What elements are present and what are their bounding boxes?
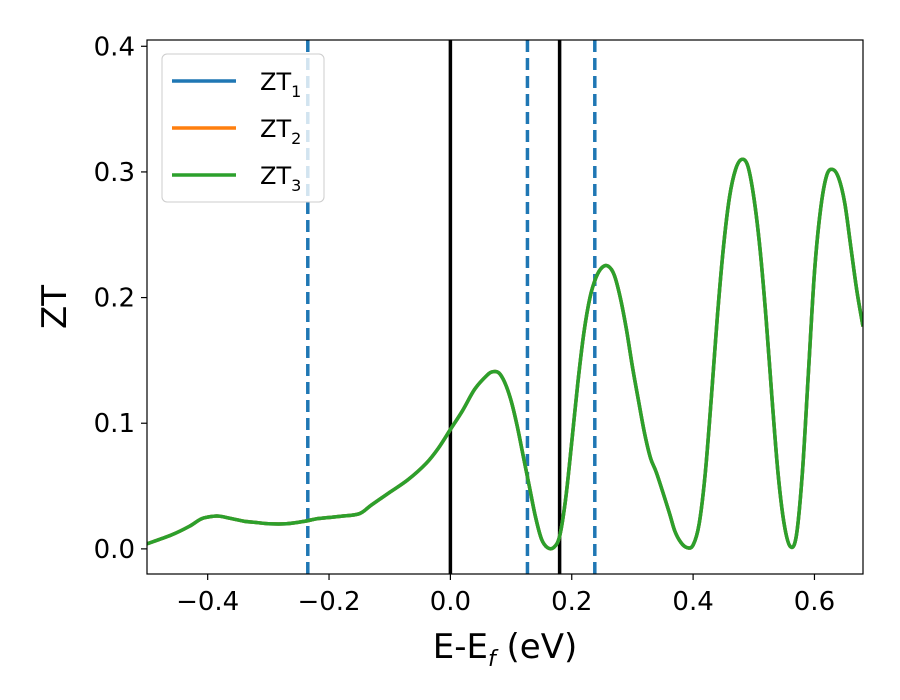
legend-label-zt2: ZT2 bbox=[260, 115, 301, 148]
plot-frame bbox=[146, 39, 864, 575]
y-tick-label: 0.3 bbox=[94, 158, 135, 188]
y-axis-label: ZT bbox=[35, 285, 75, 329]
y-tick-label: 0.4 bbox=[94, 32, 135, 62]
x-axis-ticks: −0.4 −0.2 0.0 0.2 0.4 0.6 bbox=[176, 574, 835, 617]
legend: ZT1 ZT2 ZT3 bbox=[161, 53, 325, 203]
vertical-reference-lines bbox=[306, 40, 597, 574]
x-tick-label: 0.4 bbox=[672, 587, 713, 617]
y-tick-label: 0.2 bbox=[94, 284, 135, 314]
x-tick-label: 0.0 bbox=[430, 587, 471, 617]
x-tick-label: −0.4 bbox=[176, 587, 239, 617]
legend-label-zt1: ZT1 bbox=[260, 68, 301, 101]
y-tick-label: 0.1 bbox=[94, 409, 135, 439]
x-axis-label: E-Ef (eV) bbox=[433, 627, 578, 672]
y-axis-ticks: 0.0 0.1 0.2 0.3 0.4 bbox=[94, 32, 147, 565]
series-lines bbox=[147, 157, 863, 551]
legend-box bbox=[161, 53, 325, 203]
y-tick-label: 0.0 bbox=[94, 535, 135, 565]
series-line-zt3 bbox=[147, 157, 863, 551]
x-axis-label-subscript: f bbox=[488, 647, 499, 672]
legend-label-zt3: ZT3 bbox=[260, 162, 301, 195]
x-axis-label-unit: (eV) bbox=[496, 627, 578, 667]
x-tick-label: 0.6 bbox=[794, 587, 835, 617]
x-tick-label: −0.2 bbox=[297, 587, 360, 617]
x-tick-label: 0.2 bbox=[551, 587, 592, 617]
